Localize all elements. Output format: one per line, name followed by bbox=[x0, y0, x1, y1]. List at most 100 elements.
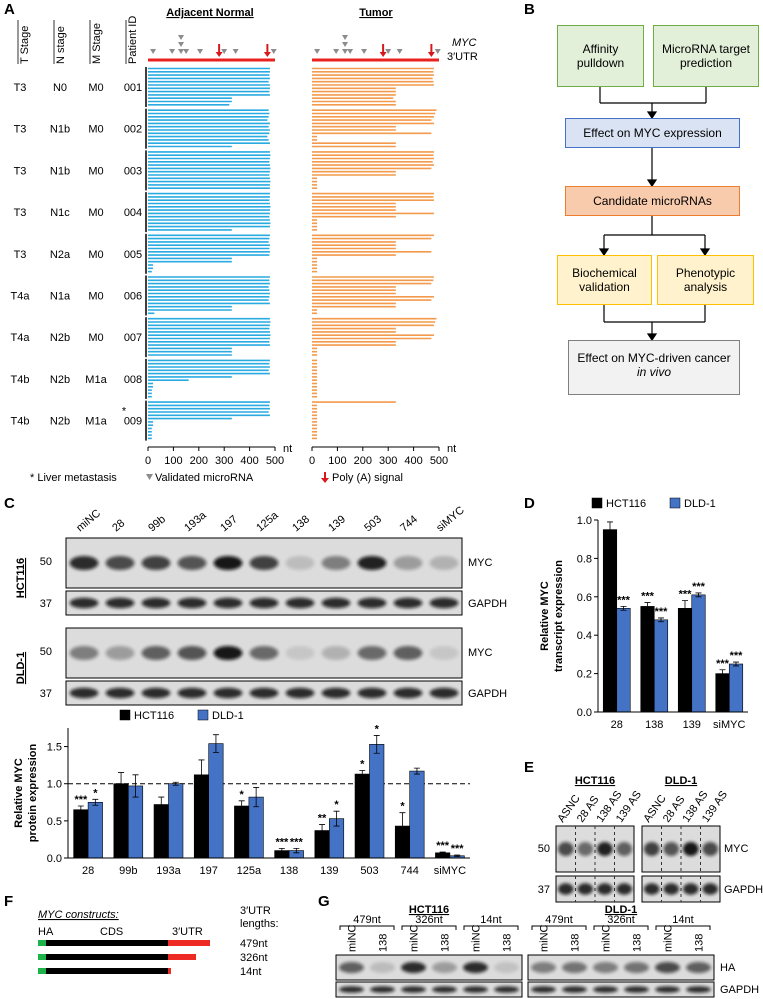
error-bar bbox=[695, 592, 702, 598]
band bbox=[393, 687, 423, 699]
lane-label: 744 bbox=[398, 513, 420, 534]
error-bar bbox=[77, 805, 84, 814]
part-label: CDS bbox=[100, 926, 123, 938]
x-tick-label: 500 bbox=[430, 455, 448, 467]
length-label: 326nt bbox=[240, 952, 268, 964]
band bbox=[321, 597, 351, 609]
significance: *** bbox=[655, 606, 669, 618]
error-bar bbox=[278, 847, 285, 854]
significance: * bbox=[360, 758, 365, 770]
bar bbox=[354, 773, 370, 859]
lane-label: 197 bbox=[218, 513, 240, 534]
error-bar bbox=[293, 847, 300, 854]
polya-site bbox=[379, 44, 387, 57]
error-bar bbox=[373, 735, 380, 754]
mw-marker: 50 bbox=[40, 556, 52, 568]
band-label: GAPDH bbox=[468, 598, 507, 610]
lane-label: 99b bbox=[146, 513, 168, 534]
bar bbox=[208, 743, 224, 859]
group-label: 14nt bbox=[480, 914, 501, 926]
band bbox=[105, 687, 135, 699]
band bbox=[429, 556, 459, 570]
band bbox=[393, 646, 423, 660]
panel-label: A bbox=[4, 1, 15, 18]
x-tick-label: 200 bbox=[354, 455, 372, 467]
band bbox=[213, 646, 243, 660]
mirna-site bbox=[342, 42, 349, 47]
ha-tag bbox=[38, 968, 46, 974]
significance: *** bbox=[436, 840, 450, 852]
band bbox=[557, 883, 574, 895]
lane-label: miNC bbox=[409, 924, 421, 952]
legend-polya bbox=[321, 472, 329, 483]
x-tick-label: 100 bbox=[164, 455, 182, 467]
error-bar bbox=[439, 851, 446, 854]
mirna-site bbox=[342, 49, 349, 54]
flow-box: Phenotypic analysis bbox=[657, 255, 754, 305]
band bbox=[213, 556, 243, 570]
x-tick-label: 28 bbox=[611, 719, 623, 731]
band bbox=[655, 962, 680, 973]
cds bbox=[46, 940, 168, 946]
band-label: MYC bbox=[724, 843, 749, 855]
significance: * bbox=[334, 799, 339, 811]
lane-label: miNC bbox=[663, 924, 675, 952]
lane-label: 28 bbox=[110, 517, 127, 534]
mirna-site bbox=[270, 49, 277, 54]
x-unit: nt bbox=[447, 443, 456, 455]
lane-label: 138 bbox=[570, 934, 582, 952]
bar bbox=[234, 805, 250, 859]
flow-box: Candidate microRNAs bbox=[565, 186, 740, 216]
significance: ** bbox=[318, 813, 327, 825]
patient-id: 002 bbox=[124, 124, 142, 136]
stage-t: T3 bbox=[14, 249, 27, 261]
group-label: 479nt bbox=[353, 914, 381, 926]
band bbox=[141, 556, 171, 570]
stage-t: T3 bbox=[14, 124, 27, 136]
error-bar bbox=[733, 661, 739, 667]
x-tick-label: 138 bbox=[645, 719, 663, 731]
patient-id: 005 bbox=[124, 249, 142, 261]
mw-marker: 50 bbox=[538, 843, 550, 855]
band bbox=[429, 597, 459, 609]
blot bbox=[335, 981, 523, 998]
stage-m: M0 bbox=[88, 82, 103, 94]
band bbox=[429, 646, 459, 660]
stage-m: M1a bbox=[85, 374, 107, 386]
mirna-site bbox=[314, 49, 321, 54]
stage-t: T4a bbox=[11, 291, 31, 303]
stage-n: N1b bbox=[50, 165, 70, 177]
band bbox=[577, 883, 594, 895]
stage-t: T4a bbox=[11, 332, 31, 344]
ha-tag bbox=[38, 954, 46, 960]
band bbox=[249, 597, 279, 609]
gene-label: MYC bbox=[452, 37, 477, 49]
cds bbox=[46, 968, 168, 974]
error-bar bbox=[238, 800, 245, 812]
band bbox=[141, 646, 171, 660]
band bbox=[69, 597, 99, 609]
y-tick-label: 0.4 bbox=[577, 630, 592, 642]
bar bbox=[640, 606, 655, 713]
x-tick-label: 138 bbox=[280, 865, 298, 877]
bar bbox=[409, 770, 425, 859]
stage-m: M0 bbox=[88, 332, 103, 344]
panel-label: E bbox=[524, 759, 534, 776]
band bbox=[702, 842, 719, 856]
band bbox=[141, 597, 171, 609]
band bbox=[370, 962, 395, 973]
significance: *** bbox=[692, 581, 706, 593]
mirna-site bbox=[333, 49, 340, 54]
band bbox=[339, 986, 364, 993]
stage-m: M0 bbox=[88, 207, 103, 219]
mirna-site bbox=[178, 49, 185, 54]
x-tick-label: 300 bbox=[379, 455, 397, 467]
x-tick-label: 139 bbox=[683, 719, 701, 731]
band bbox=[105, 646, 135, 660]
error-bar bbox=[399, 812, 406, 840]
band bbox=[643, 883, 660, 895]
mirna-site bbox=[342, 35, 349, 40]
band bbox=[321, 646, 351, 660]
